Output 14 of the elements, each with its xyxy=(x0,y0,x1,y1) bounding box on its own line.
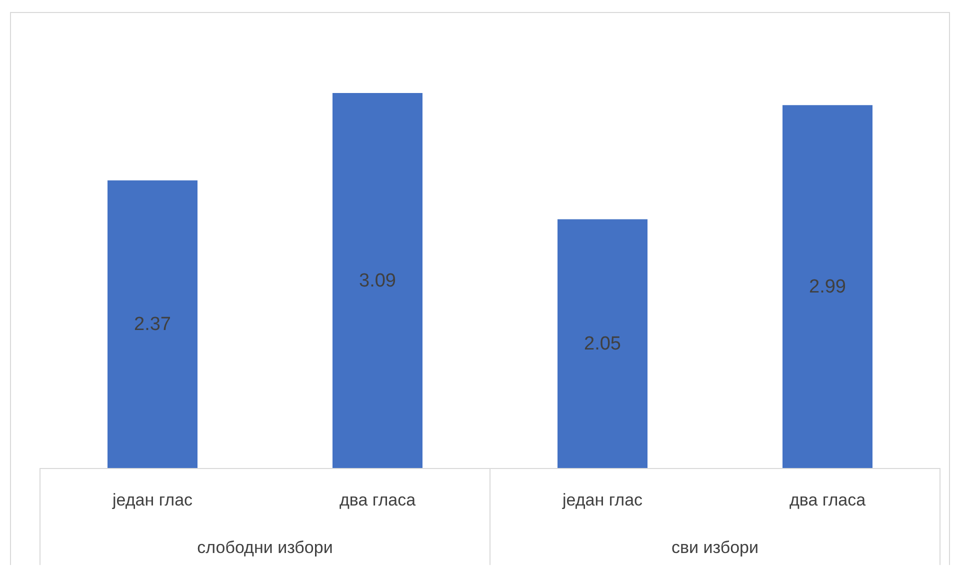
data-label: 3.09 xyxy=(359,270,396,292)
x-tick-label: један глас xyxy=(111,490,194,510)
data-label: 2.99 xyxy=(809,276,846,298)
text: слободни избори xyxy=(197,538,333,557)
x-tick-label: два гласа xyxy=(339,490,416,510)
data-label: 2.37 xyxy=(134,314,171,336)
bar xyxy=(108,180,198,468)
x-tick-label: један глас xyxy=(561,490,644,510)
x-tick-label: два гласа xyxy=(789,490,866,510)
bar xyxy=(332,93,422,468)
data-label: 2.05 xyxy=(584,334,621,355)
bar xyxy=(558,219,648,468)
bar xyxy=(782,105,872,468)
text: сви избори xyxy=(672,538,758,557)
